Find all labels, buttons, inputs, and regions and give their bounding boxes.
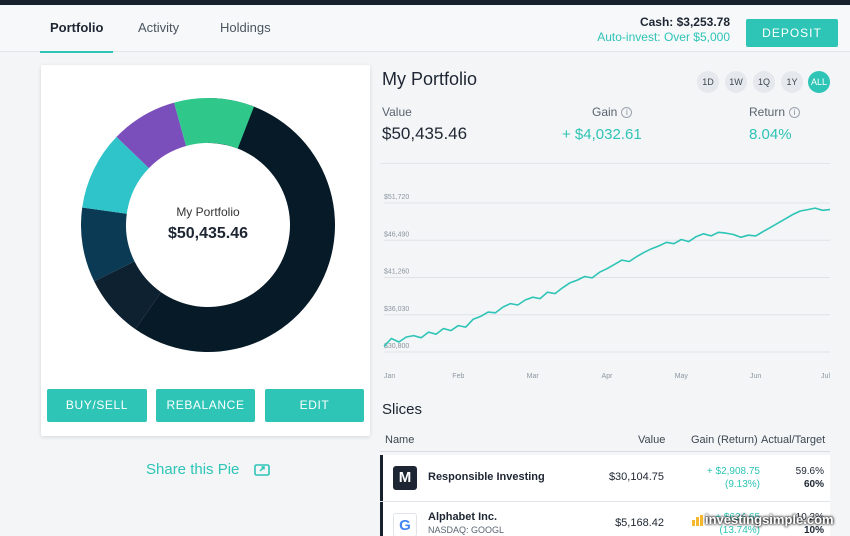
portfolio-line-chart[interactable]: $51,720 $46,490 $41,260 $36,030 $30,800 Jan Fe… [380,192,832,384]
chart-x-tick-label: Apr [602,373,614,380]
gain-label-group: Gain i [592,105,633,119]
slice-name: Alphabet Inc. [428,511,498,523]
range-1w-button[interactable]: 1W [725,71,747,93]
header-value[interactable]: Value [638,434,666,446]
slice-ticker: NASDAQ: GOOGL [428,525,505,535]
donut-slice[interactable] [135,98,335,352]
donut-center-label: My Portfolio [176,205,240,219]
edit-button[interactable]: EDIT [265,389,364,422]
range-1d-button[interactable]: 1D [697,71,719,93]
tab-portfolio[interactable]: Portfolio [39,5,114,53]
header-actual-target[interactable]: Actual/Target [761,434,826,446]
m-logo-icon: M [393,466,417,490]
chart-x-tick-label: Feb [452,373,464,380]
chart-y-tick-label: $46,490 [384,231,409,238]
slice-gain: + $624.65 (13.74%) [715,511,760,536]
chart-x-tick-label: Mar [527,373,540,380]
share-icon[interactable] [254,462,270,476]
tab-activity[interactable]: Activity [138,20,180,35]
chart-y-tick-label: $41,260 [384,269,409,276]
gain-amount: + $4,032.61 [562,126,642,143]
value-label: Value [382,105,412,119]
rebalance-button[interactable]: REBALANCE [156,389,255,422]
portfolio-title: My Portfolio [382,69,478,89]
value-amount: $50,435.46 [382,124,468,143]
range-1q-button[interactable]: 1Q [753,71,775,93]
slice-actual-target: 59.6% 60% [796,465,824,491]
slice-target: 60% [803,479,824,490]
slice-row[interactable]: M Responsible Investing $30,104.75 + $2,… [380,455,830,501]
donut-slice[interactable] [82,136,149,214]
chart-x-tick-label: May [675,373,689,380]
slice-gain-amount: + $2,908.75 [706,466,760,477]
tab-holdings[interactable]: Holdings [220,20,271,35]
chart-y-tick-label: $30,800 [384,343,409,350]
watermark-text: investingsimple.com [705,512,834,527]
summary-divider [380,163,830,164]
slice-actual-target: 10.2% 10% [796,511,824,536]
gain-label: Gain [592,105,618,119]
deposit-button[interactable]: DEPOSIT [746,19,838,47]
slice-target: 10% [803,525,824,536]
chart-x-tick-label: Jan [384,373,395,380]
chart-series-line [383,207,831,347]
google-logo-icon: G [393,513,417,536]
slice-gain-amount: + $624.65 [715,512,760,523]
slice-gain: + $2,908.75 (9.13%) [707,465,760,491]
header-gain[interactable]: Gain (Return) [691,434,758,446]
range-all-button[interactable]: ALL [808,71,830,93]
slice-gain-return: (13.74%) [719,525,760,536]
slice-gain-return: (9.13%) [724,479,760,490]
slice-value: $30,104.75 [608,471,664,483]
chart-y-tick-label: $36,030 [384,306,409,313]
range-1y-button[interactable]: 1Y [781,71,803,93]
donut-center-value: $50,435.46 [167,225,249,242]
top-nav: Portfolio Activity Holdings Cash: $3,253… [0,5,850,53]
chart-x-tick-label: Jun [750,373,761,380]
share-pie-link[interactable]: Share this Pie [146,461,240,478]
return-label-group: Return i [749,105,801,119]
cash-balance: Cash: $3,253.78 [639,15,730,29]
slice-name: Responsible Investing [428,471,545,483]
slice-actual: 10.2% [795,512,824,523]
header-divider [380,451,830,452]
chart-x-tick-label: Jul [821,373,830,380]
top-strip [0,0,850,5]
pie-card: My Portfolio $50,435.46 BUY/SELL REBALAN… [41,65,370,436]
donut-slice[interactable] [116,102,187,169]
return-amount: 8.04% [749,126,792,143]
info-icon[interactable]: i [789,107,801,118]
donut-slice[interactable] [94,261,162,330]
donut-slice[interactable] [174,98,255,149]
info-icon[interactable]: i [621,107,633,118]
watermark-logo-icon [692,515,703,526]
header-name[interactable]: Name [385,434,415,446]
slices-title: Slices [382,401,423,418]
buy-sell-button[interactable]: BUY/SELL [47,389,147,422]
auto-invest-link[interactable]: Auto-invest: Over $5,000 [597,30,730,44]
donut-slice[interactable] [81,207,135,282]
row-divider [380,501,830,502]
portfolio-donut-chart[interactable] [81,93,341,357]
chart-y-tick-label: $51,720 [384,194,409,201]
slice-actual: 59.6% [795,466,824,477]
return-label: Return [749,105,786,119]
slice-value: $5,168.42 [615,517,664,529]
slice-row[interactable]: G Alphabet Inc. NASDAQ: GOOGL $5,168.42 … [380,502,830,536]
